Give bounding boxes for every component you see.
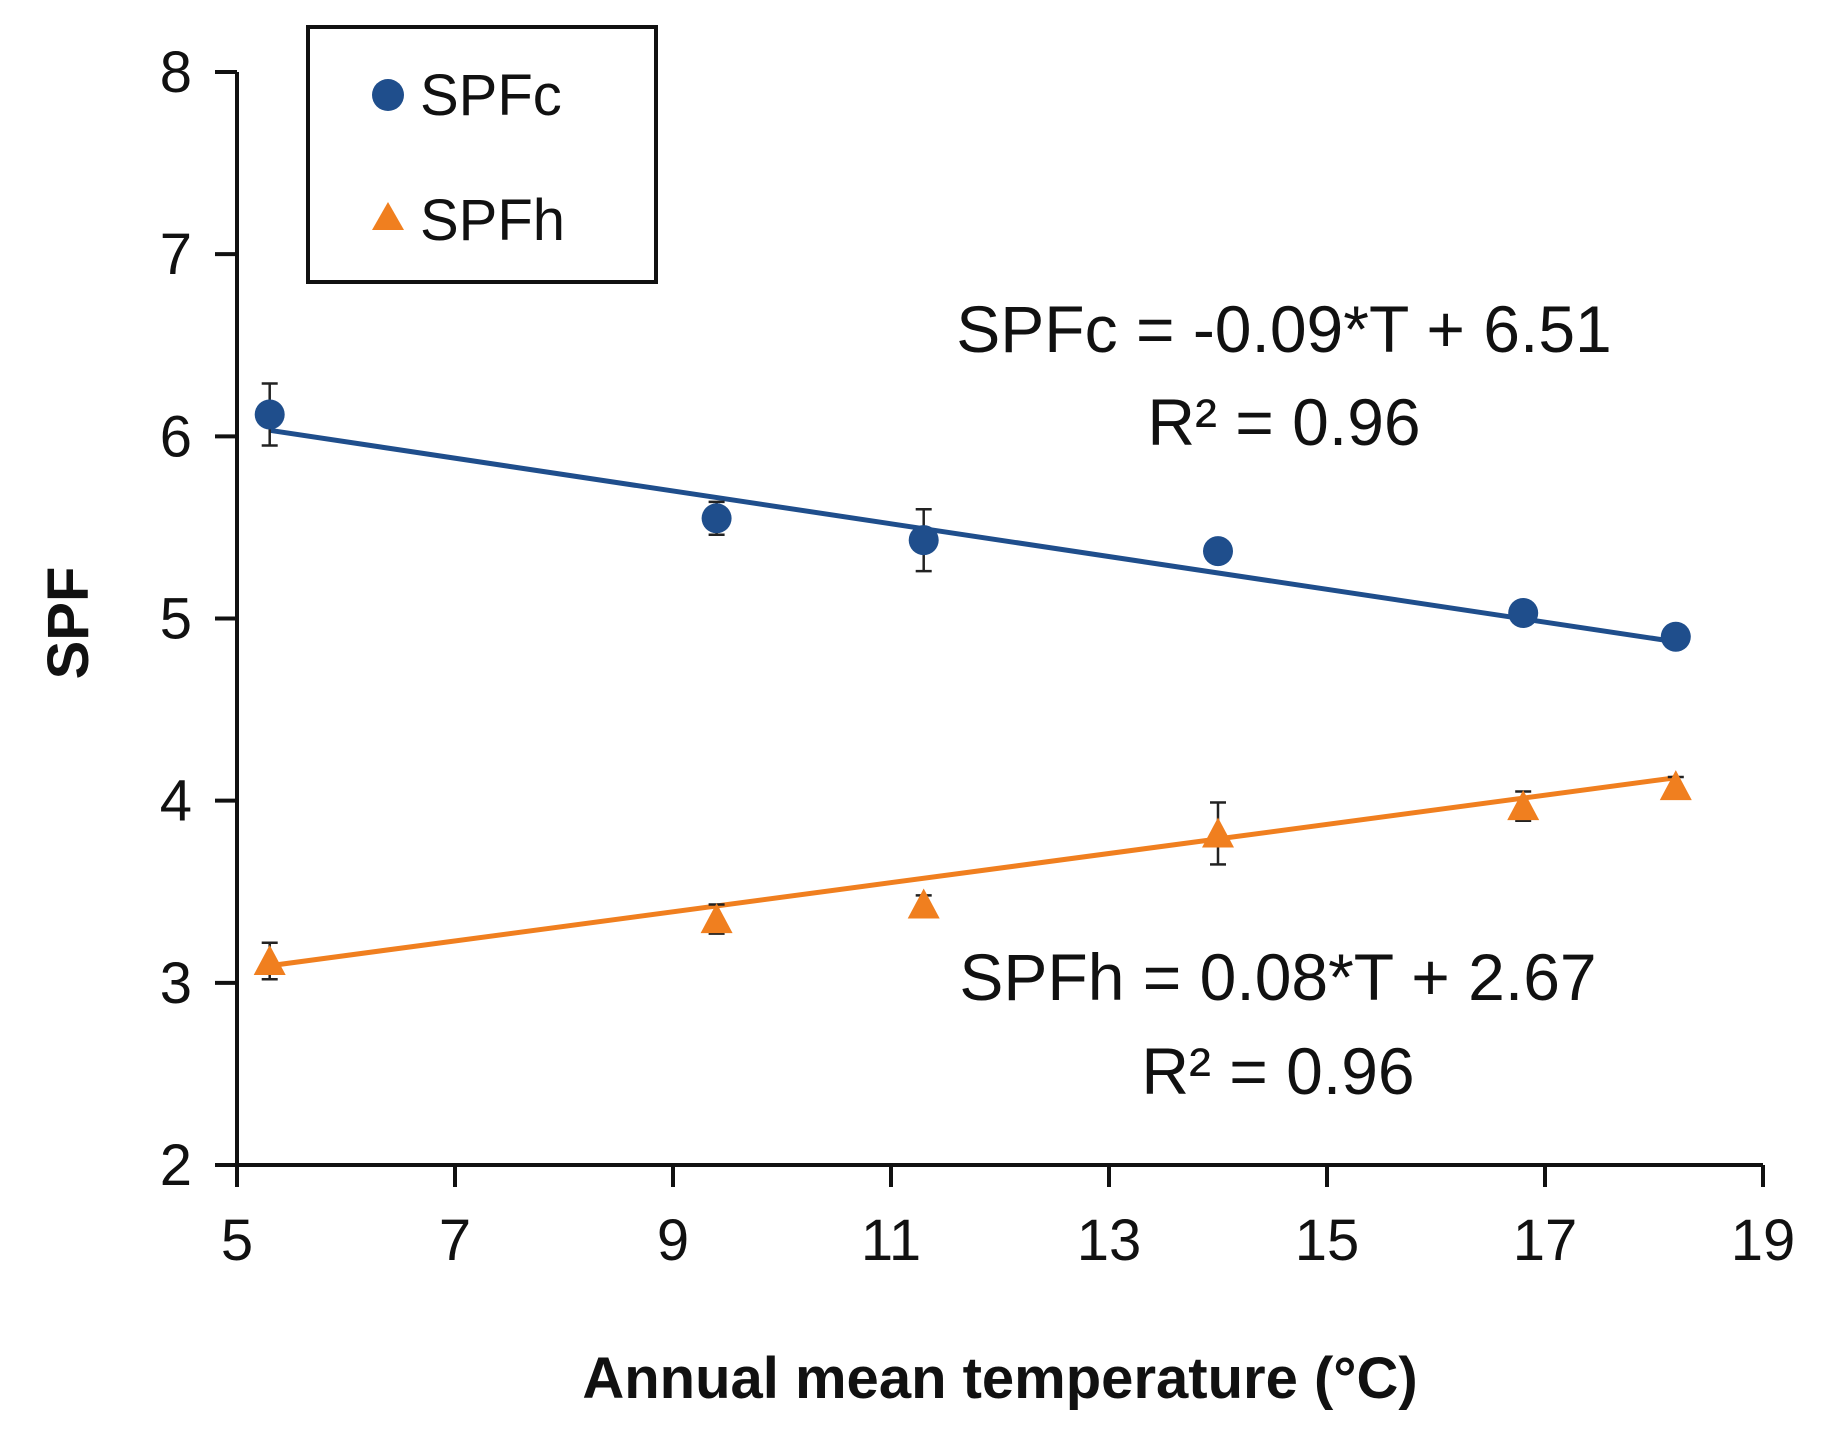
spfc-point [701, 503, 732, 534]
x-axis-title: Annual mean temperature (°C) [582, 1346, 1417, 1411]
legend-box [306, 25, 658, 284]
spfc-point [1508, 598, 1539, 629]
y-axis-title: SPF [36, 567, 101, 680]
x-tick-label: 15 [1295, 1208, 1360, 1273]
spfc-trendline [269, 427, 1677, 645]
legend-marker-spfc [372, 79, 404, 111]
spfc-equation: SPFc = -0.09*T + 6.51 [956, 292, 1612, 366]
y-tick-label: 2 [160, 1133, 192, 1198]
x-tick-label: 7 [439, 1208, 471, 1273]
spfc-point [254, 399, 285, 430]
y-tick-label: 5 [160, 587, 192, 652]
x-tick-label: 13 [1077, 1208, 1142, 1273]
spfh-point [1659, 770, 1692, 801]
y-tick-label: 3 [160, 951, 192, 1016]
spfh-point [1202, 817, 1234, 848]
x-tick-label: 11 [861, 1208, 921, 1273]
y-tick-label: 7 [160, 222, 192, 287]
legend-label-spfc: SPFc [420, 63, 562, 128]
spfh-point [1507, 790, 1540, 821]
spfc-point [1203, 536, 1233, 567]
x-tick-label: 9 [657, 1208, 689, 1273]
spfc-r2: R² = 0.96 [1147, 385, 1420, 459]
legend-label-spfh: SPFh [420, 188, 565, 253]
spfh-r2: R² = 0.96 [1141, 1034, 1414, 1108]
legend-marker-spfh [372, 202, 404, 230]
x-axis-ticks: 5 7 9 11 13 15 17 19 [221, 1165, 1795, 1273]
spfh-point [700, 903, 733, 934]
spfc-point [908, 525, 939, 556]
series-layer [253, 382, 1692, 981]
spfh-point [253, 944, 286, 975]
legend: SPFc SPFh [306, 25, 658, 284]
y-axis-ticks: 2 3 4 5 6 7 8 [160, 40, 237, 1198]
y-tick-label: 8 [160, 40, 192, 105]
spfc-point [1660, 621, 1691, 652]
x-tick-label: 5 [221, 1208, 253, 1273]
y-tick-label: 6 [160, 404, 192, 469]
y-tick-label: 4 [160, 769, 192, 834]
spfh-equation: SPFh = 0.08*T + 2.67 [959, 940, 1596, 1014]
spfh-point [907, 888, 940, 919]
x-tick-label: 17 [1513, 1208, 1578, 1273]
x-tick-label: 19 [1731, 1208, 1796, 1273]
spfh-trendline [269, 775, 1677, 969]
